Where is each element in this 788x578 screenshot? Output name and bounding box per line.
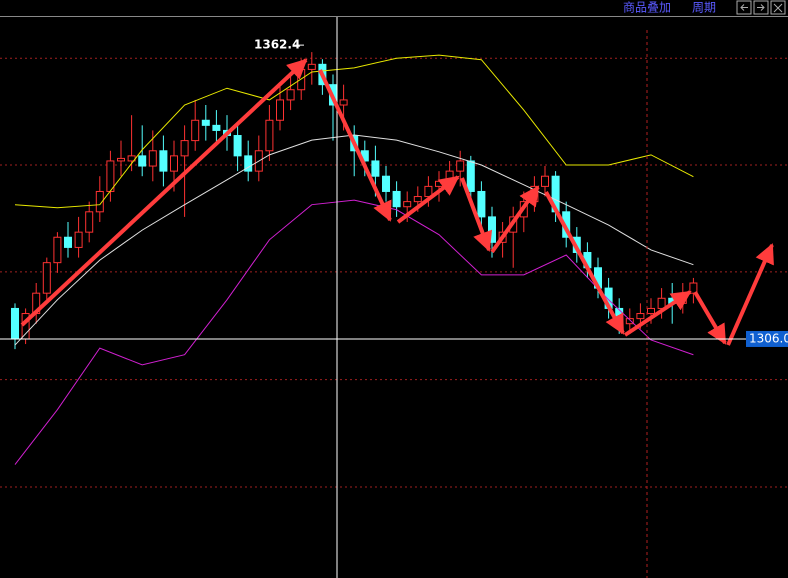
candle-body: [466, 160, 475, 192]
arrow: [20, 58, 308, 327]
candle-body: [138, 155, 147, 167]
candle-body: [403, 201, 412, 208]
right-icon: [757, 4, 765, 11]
candle-body: [339, 99, 348, 106]
close-button[interactable]: [770, 0, 786, 15]
toolbar-bg: [0, 0, 788, 16]
candle-body: [244, 155, 253, 172]
arrow: [396, 175, 460, 224]
candle-body: [647, 307, 655, 315]
candle-body: [180, 140, 189, 157]
candle-body: [424, 185, 433, 198]
candle-body: [488, 216, 496, 243]
arrow: [544, 191, 625, 335]
right-button[interactable]: [753, 0, 769, 15]
candle-body: [53, 236, 62, 264]
band-line: [14, 199, 694, 465]
candle-body: [625, 318, 634, 325]
left-button[interactable]: [736, 0, 752, 15]
candle-body: [74, 231, 83, 248]
candle-body: [265, 119, 274, 152]
candle-body: [382, 175, 390, 192]
candle-body: [148, 150, 157, 167]
band-line: [14, 134, 694, 346]
left-icon: [740, 4, 748, 11]
candle-body: [541, 175, 549, 187]
candle-body: [435, 180, 443, 187]
high-label: 1362.4: [254, 38, 300, 52]
candle-body: [106, 160, 115, 192]
candle-body: [307, 63, 316, 70]
candle-body: [371, 160, 380, 177]
candle-body: [170, 155, 178, 172]
candle-body: [636, 313, 645, 320]
candle-body: [191, 119, 200, 142]
period-button[interactable]: 周期: [692, 1, 716, 15]
trend-arrows: [20, 58, 774, 346]
candle-body: [456, 160, 465, 172]
band-line: [14, 54, 694, 209]
candle-body: [276, 99, 284, 121]
candle-body: [85, 211, 94, 233]
candle-body: [212, 124, 221, 131]
candle-body: [201, 119, 210, 126]
candle-body: [297, 68, 306, 91]
candle-body: [413, 196, 422, 203]
price-tag-bg: [746, 330, 788, 347]
arrow: [726, 243, 774, 346]
candle-body: [392, 190, 401, 208]
candle-body: [477, 190, 486, 218]
arrow: [693, 290, 727, 345]
candle-body: [95, 190, 104, 213]
candle-body: [42, 262, 51, 294]
overlay-button[interactable]: 商品叠加: [623, 0, 671, 15]
arrow: [460, 177, 493, 252]
arrow: [490, 185, 540, 254]
toolbar: 商品叠加 周期: [0, 0, 788, 17]
candle-body: [64, 236, 72, 248]
candle-body: [117, 157, 125, 162]
candle-body: [286, 89, 295, 101]
arrow: [623, 290, 692, 337]
arrow: [318, 69, 392, 222]
price-tag: 1306.0: [749, 331, 788, 345]
candle-body: [159, 150, 168, 172]
candle-body: [233, 135, 242, 157]
close-icon: [773, 3, 783, 13]
candle-body: [11, 307, 19, 340]
